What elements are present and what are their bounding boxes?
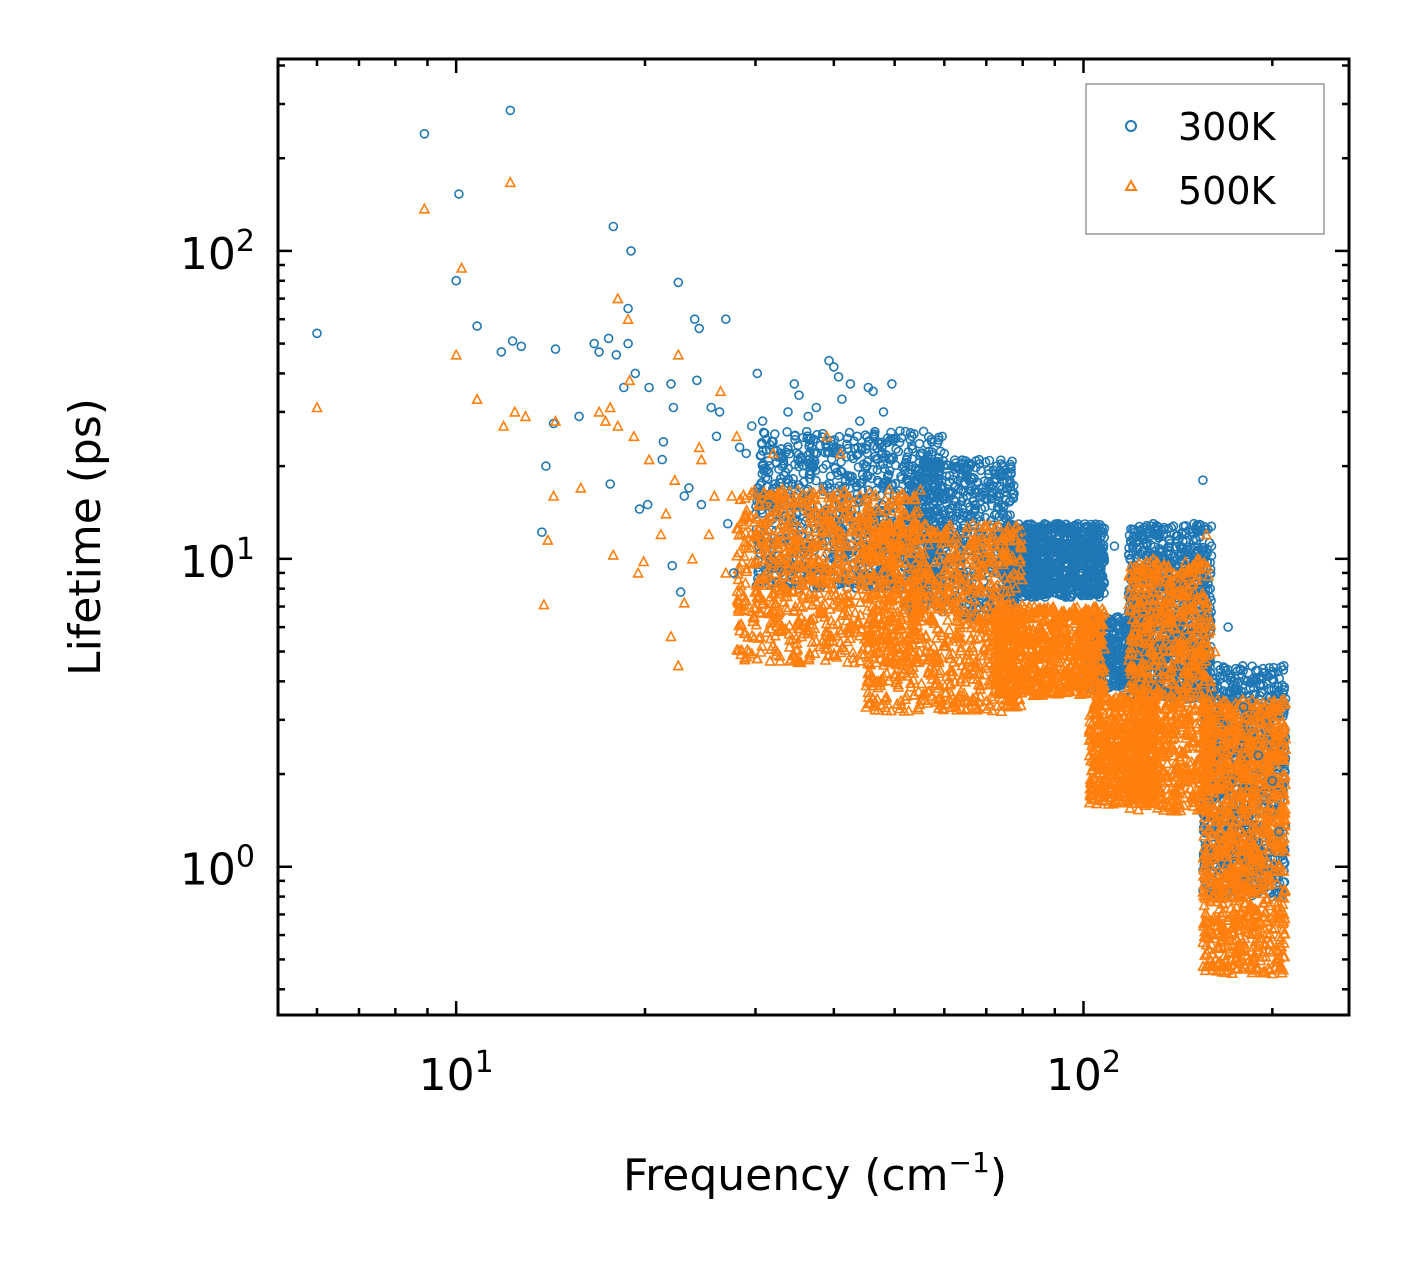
band-point: [951, 511, 962, 522]
band-point: [783, 442, 793, 452]
band-point: [872, 454, 883, 465]
band-point: [893, 446, 904, 457]
band-point: [862, 470, 872, 481]
band-point: [782, 426, 792, 437]
band-point: [759, 428, 770, 439]
band-point: [845, 476, 855, 486]
band-point: [933, 505, 943, 515]
band-point: [1243, 667, 1253, 678]
band-point: [815, 440, 826, 451]
band-point: [844, 427, 855, 438]
band-point: [923, 512, 933, 522]
band-point: [918, 426, 929, 437]
band-point: [947, 461, 958, 472]
band-point: [944, 507, 955, 518]
band-point: [888, 453, 899, 463]
band-point: [807, 462, 818, 472]
band-point: [996, 459, 1006, 469]
band-point: [757, 446, 768, 456]
band-point: [778, 459, 789, 470]
band-point: [949, 495, 960, 506]
band-point: [1002, 468, 1013, 479]
band-point: [797, 453, 807, 464]
band-point: [988, 488, 999, 499]
band-point: [843, 443, 853, 454]
band-point: [872, 443, 882, 453]
band-point: [921, 473, 932, 483]
band-point: [873, 477, 884, 488]
band-point: [878, 459, 888, 470]
band-point: [862, 456, 873, 467]
band-point: [762, 465, 772, 475]
band-point: [804, 434, 814, 445]
band-point: [961, 511, 972, 521]
band-point: [918, 457, 929, 467]
band-point: [856, 478, 867, 488]
band-point: [824, 447, 834, 458]
band-point: [907, 431, 917, 442]
band-point: [896, 432, 907, 443]
band-point: [903, 484, 914, 495]
band-point: [987, 500, 997, 511]
band-point: [845, 472, 856, 483]
band-point: [995, 481, 1006, 492]
band-point: [950, 496, 961, 507]
band-point: [983, 465, 994, 476]
band-point: [887, 435, 898, 446]
band-point: [775, 448, 786, 459]
band-point: [904, 469, 915, 480]
band-point: [806, 442, 817, 453]
band-point: [929, 546, 940, 557]
band-point: [989, 477, 1000, 488]
band-point: [994, 511, 1005, 522]
band-point: [873, 437, 883, 447]
band-point: [820, 447, 831, 458]
band-point: [885, 434, 896, 444]
band-point: [986, 515, 997, 526]
band-point: [926, 434, 937, 445]
band-point: [933, 468, 944, 479]
band-point: [903, 478, 914, 488]
band-point: [906, 441, 917, 451]
band-point: [1005, 510, 1015, 520]
band-point: [884, 465, 895, 476]
band-point: [787, 479, 798, 490]
band-point: [932, 456, 943, 467]
band-point: [804, 469, 815, 480]
band-point: [853, 442, 863, 453]
band-point: [794, 461, 804, 472]
band-point: [834, 431, 845, 442]
band-point: [994, 488, 1005, 499]
band-point: [852, 431, 863, 442]
band-point: [976, 483, 987, 493]
band-point: [1005, 478, 1015, 489]
band-point: [872, 465, 883, 475]
band-point: [805, 447, 815, 458]
band-point: [902, 452, 912, 463]
band-point: [792, 454, 803, 465]
band-point: [868, 464, 878, 475]
band-point: [914, 438, 925, 449]
dense-data-bands: [730, 426, 1292, 979]
band-point: [937, 492, 947, 503]
band-point: [830, 463, 840, 474]
band-point: [927, 492, 938, 503]
band-point: [769, 429, 780, 439]
band-point: [811, 475, 821, 486]
band-point: [962, 498, 972, 508]
band-point: [856, 442, 867, 453]
band-point: [762, 473, 773, 484]
band-point: [943, 486, 954, 497]
band-point: [842, 470, 853, 481]
band-point: [824, 478, 835, 489]
band-point: [809, 456, 820, 467]
band-point: [882, 471, 893, 482]
band-point: [1006, 485, 1016, 496]
band-point: [990, 473, 1000, 484]
band-point: [779, 470, 789, 481]
band-point: [995, 455, 1006, 466]
band-point: [886, 455, 897, 465]
